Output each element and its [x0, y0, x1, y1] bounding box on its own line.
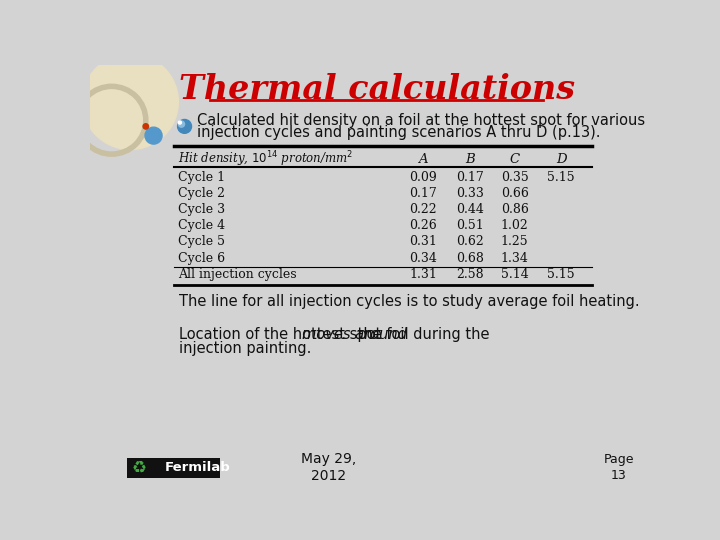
Text: injection painting.: injection painting.	[179, 341, 312, 356]
Text: 5.14: 5.14	[501, 268, 528, 281]
Text: 1.02: 1.02	[501, 219, 528, 232]
Text: 0.22: 0.22	[410, 203, 437, 216]
Text: 1.31: 1.31	[409, 268, 437, 281]
Text: 0.66: 0.66	[501, 187, 528, 200]
Text: 0.17: 0.17	[456, 171, 484, 184]
Text: Cycle 6: Cycle 6	[179, 252, 225, 265]
Text: 0.62: 0.62	[456, 235, 484, 248]
Text: injection cycles and painting scenarios A thru D (p.13).: injection cycles and painting scenarios …	[197, 125, 600, 140]
Circle shape	[178, 119, 192, 133]
FancyBboxPatch shape	[127, 457, 220, 477]
Text: Hit density, $10^{14}$ proton/mm$^{2}$: Hit density, $10^{14}$ proton/mm$^{2}$	[179, 150, 354, 170]
Text: 1.34: 1.34	[501, 252, 528, 265]
Text: All injection cycles: All injection cycles	[179, 268, 297, 281]
Text: Calculated hit density on a foil at the hottest spot for various: Calculated hit density on a foil at the …	[197, 113, 645, 128]
Text: the foil during the: the foil during the	[353, 327, 489, 342]
Text: ♻: ♻	[131, 458, 146, 476]
Text: A: A	[418, 153, 428, 166]
Text: 0.17: 0.17	[410, 187, 437, 200]
Text: 0.44: 0.44	[456, 203, 484, 216]
Text: 0.33: 0.33	[456, 187, 484, 200]
Circle shape	[179, 121, 184, 127]
Text: 0.34: 0.34	[409, 252, 437, 265]
Text: Cycle 3: Cycle 3	[179, 203, 225, 216]
Circle shape	[82, 54, 179, 150]
Text: 0.35: 0.35	[501, 171, 528, 184]
Text: 0.31: 0.31	[409, 235, 437, 248]
Circle shape	[145, 127, 162, 144]
Circle shape	[179, 121, 181, 124]
Circle shape	[143, 124, 148, 129]
Text: 0.51: 0.51	[456, 219, 484, 232]
Text: May 29,
2012: May 29, 2012	[301, 452, 356, 483]
Text: 5.15: 5.15	[547, 171, 575, 184]
Text: C: C	[510, 153, 520, 166]
Text: 5.15: 5.15	[547, 268, 575, 281]
Text: 2.58: 2.58	[456, 268, 484, 281]
Text: The line for all injection cycles is to study average foil heating.: The line for all injection cycles is to …	[179, 294, 640, 309]
Text: 0.26: 0.26	[410, 219, 437, 232]
Text: Cycle 1: Cycle 1	[179, 171, 225, 184]
Text: moves around: moves around	[302, 327, 407, 342]
Text: 1.25: 1.25	[501, 235, 528, 248]
Text: Cycle 5: Cycle 5	[179, 235, 225, 248]
Text: Fermilab: Fermilab	[164, 461, 230, 474]
Text: 0.86: 0.86	[501, 203, 528, 216]
Text: 0.09: 0.09	[410, 171, 437, 184]
Text: Cycle 2: Cycle 2	[179, 187, 225, 200]
Text: Page
13: Page 13	[603, 453, 634, 482]
Text: B: B	[465, 153, 474, 166]
Text: D: D	[556, 153, 567, 166]
Text: Thermal calculations: Thermal calculations	[179, 73, 575, 106]
Text: Location of the hottest spot: Location of the hottest spot	[179, 327, 386, 342]
Text: Cycle 4: Cycle 4	[179, 219, 225, 232]
Text: 0.68: 0.68	[456, 252, 484, 265]
